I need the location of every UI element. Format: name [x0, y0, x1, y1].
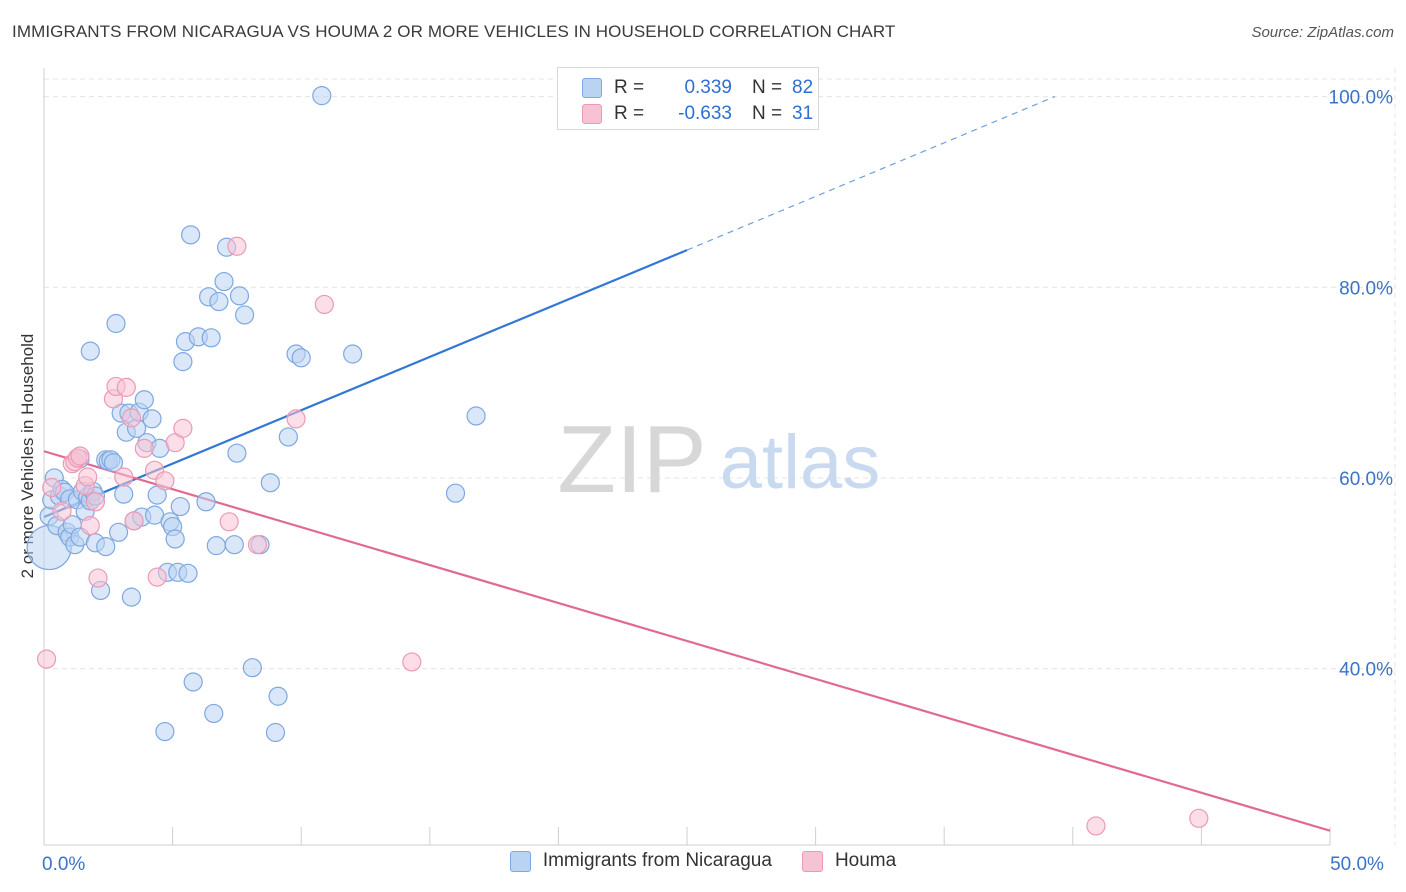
y-tick-label: 80.0%	[1339, 278, 1393, 299]
houma-point	[219, 512, 239, 532]
x-tick-label: 50.0%	[1330, 854, 1384, 875]
nicaragua-point	[214, 271, 234, 292]
nicaragua-point	[201, 328, 221, 348]
y-tick-label: 100.0%	[1329, 88, 1394, 109]
r-label: R =	[614, 77, 645, 98]
nicaragua-point	[278, 427, 298, 447]
nicaragua-point	[445, 483, 466, 503]
nicaragua-point	[108, 522, 129, 542]
legend-item-houma[interactable]: Houma	[801, 850, 897, 872]
tick-labels: 100.0% 80.0% 60.0% 40.0% 0.0% 50.0%	[42, 88, 1393, 875]
nicaragua-point	[173, 352, 193, 372]
houma-point	[114, 467, 134, 487]
y-tick-label: 60.0%	[1339, 469, 1393, 490]
houma-point	[124, 511, 144, 531]
houma-point	[42, 477, 62, 498]
nicaragua-point	[466, 406, 486, 426]
houma-point	[314, 294, 334, 315]
houma-point	[116, 377, 136, 397]
nicaragua-point	[183, 672, 203, 692]
nicaragua-swatch	[509, 850, 531, 872]
nicaragua-trend-extension	[686, 96, 1056, 251]
nicaragua-point	[206, 536, 226, 556]
houma-point	[36, 649, 57, 669]
houma-point	[1189, 808, 1209, 828]
nicaragua-point	[165, 529, 185, 549]
n-label: N =	[752, 103, 783, 124]
houma-point	[78, 467, 98, 487]
axes	[43, 68, 1331, 846]
houma-point	[80, 516, 100, 536]
n-label: N =	[752, 77, 783, 98]
source-label: Source: ZipAtlas.com	[1251, 24, 1394, 41]
houma-trend-line	[43, 450, 1331, 832]
houma-point	[227, 236, 247, 256]
nicaragua-point	[96, 536, 116, 557]
legend-label: Immigrants from Nicaragua	[542, 850, 772, 871]
houma-point	[1086, 816, 1106, 836]
series-nicaragua-points	[26, 86, 486, 743]
nicaragua-point	[103, 453, 124, 473]
nicaragua-point	[178, 563, 198, 583]
houma-swatch	[582, 104, 602, 124]
houma-point	[85, 492, 106, 512]
nicaragua-point	[170, 496, 190, 517]
houma-point	[173, 418, 193, 438]
x-tick-label: 0.0%	[42, 854, 85, 875]
nicaragua-point	[204, 703, 224, 724]
nicaragua-point	[312, 86, 332, 106]
watermark-atlas: atlas	[720, 420, 881, 505]
r-value: 0.339	[684, 77, 732, 98]
n-value: 31	[792, 103, 814, 124]
nicaragua-point	[134, 390, 154, 410]
houma-point	[134, 438, 154, 458]
nicaragua-point	[114, 484, 134, 504]
nicaragua-point	[235, 305, 255, 325]
houma-point	[155, 471, 175, 491]
legend-label: Houma	[834, 850, 897, 871]
nicaragua-point	[155, 721, 175, 742]
nicaragua-point	[242, 658, 262, 678]
r-value: -0.633	[678, 103, 732, 124]
series-houma-points	[36, 236, 1209, 836]
nicaragua-point	[142, 409, 162, 429]
houma-point	[121, 408, 142, 428]
houma-swatch	[801, 850, 823, 872]
r-label: R =	[614, 103, 645, 124]
series-legend: Immigrants from Nicaragua Houma	[0, 850, 1406, 872]
nicaragua-point	[227, 443, 247, 463]
stats-row-houma: R = -0.633 N = 31	[582, 102, 813, 126]
nicaragua-point	[209, 291, 229, 312]
nicaragua-point	[121, 587, 142, 607]
nicaragua-point	[260, 473, 280, 493]
houma-point	[147, 567, 167, 587]
nicaragua-point	[196, 492, 216, 512]
nicaragua-point	[181, 225, 201, 245]
nicaragua-point	[268, 686, 288, 706]
nicaragua-point	[229, 286, 250, 306]
houma-point	[88, 568, 108, 588]
nicaragua-swatch	[582, 78, 602, 98]
watermark: ZIP atlas	[557, 406, 880, 513]
houma-point	[70, 446, 90, 466]
nicaragua-point	[106, 313, 126, 334]
houma-point	[247, 535, 268, 555]
houma-point	[286, 409, 306, 429]
n-value: 82	[792, 77, 814, 98]
nicaragua-point	[265, 722, 286, 743]
houma-point	[52, 501, 72, 521]
y-tick-label: 40.0%	[1339, 660, 1393, 681]
watermark-zip: ZIP	[557, 406, 706, 513]
legend-item-nicaragua[interactable]: Immigrants from Nicaragua	[509, 850, 772, 872]
stats-row-nicaragua: R = 0.339 N = 82	[582, 76, 813, 100]
stats-legend: R = 0.339 N = 82 R = -0.633 N = 31	[557, 67, 819, 130]
nicaragua-point	[80, 341, 100, 361]
nicaragua-point	[343, 344, 363, 364]
chart-title: IMMIGRANTS FROM NICARAGUA VS HOUMA 2 OR …	[12, 22, 896, 41]
houma-point	[402, 652, 422, 672]
nicaragua-point	[224, 535, 244, 555]
nicaragua-point	[291, 348, 311, 368]
